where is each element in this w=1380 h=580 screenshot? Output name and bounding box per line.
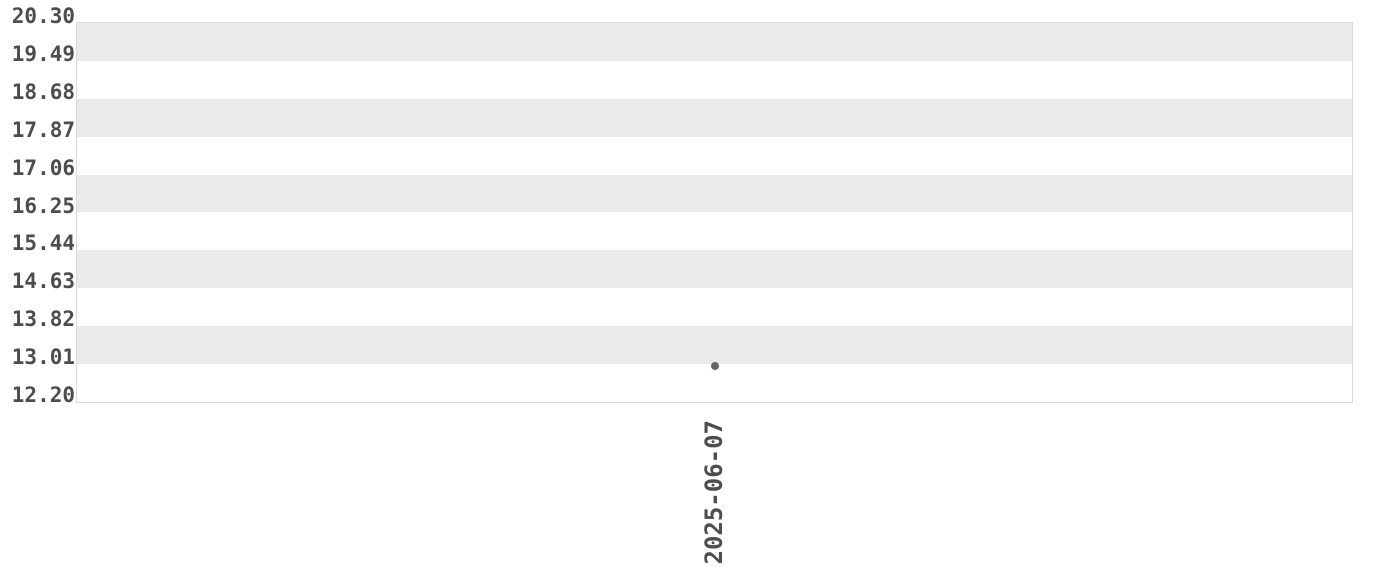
y-axis-tick-label: 12.20 (11, 382, 75, 407)
y-axis-tick-label: 13.01 (11, 345, 75, 370)
y-axis-tick-label: 18.68 (11, 79, 75, 104)
y-axis-tick-label: 17.06 (11, 155, 75, 180)
grid-band (77, 174, 1352, 213)
y-axis-tick-label: 16.25 (11, 193, 75, 218)
y-axis-tick-label: 14.63 (11, 269, 75, 294)
y-axis-tick-label: 17.87 (11, 117, 75, 142)
plot-area (76, 22, 1353, 403)
grid-band (77, 23, 1352, 61)
y-axis-tick-label: 15.44 (11, 231, 75, 256)
data-point (710, 361, 719, 370)
y-axis-tick-label: 20.30 (11, 3, 75, 28)
x-axis-tick-label: 2025-06-07 (699, 420, 728, 565)
grid-band (77, 250, 1352, 289)
grid-band (77, 326, 1352, 365)
y-axis-tick-label: 19.49 (11, 41, 75, 66)
y-axis-tick-label: 13.82 (11, 307, 75, 332)
grid-band (77, 98, 1352, 137)
